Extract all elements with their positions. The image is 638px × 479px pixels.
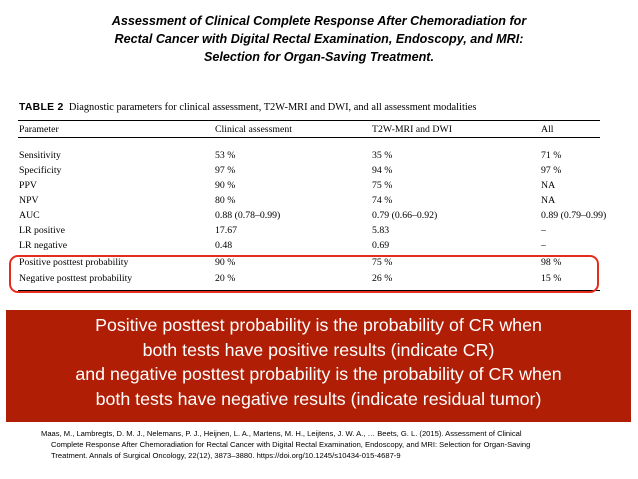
cell-parameter: Negative posttest probability [19,273,133,284]
citation-line-1: Maas, M., Lambregts, D. M. J., Nelemans,… [41,429,522,438]
cell-mri: 75 % [372,257,393,268]
table-label: TABLE 2 [19,102,64,113]
cell-mri: 74 % [372,195,393,206]
table-row: Positive posttest probability 90 % 75 % … [4,255,608,270]
cell-clinical: 90 % [215,180,236,191]
header-parameter: Parameter [19,124,59,135]
table-row: PPV 90 % 75 % NA [4,178,608,193]
table-header-row: Parameter Clinical assessment T2W-MRI an… [4,122,608,137]
diagnostic-table: TABLE 2 Diagnostic parameters for clinic… [4,96,608,295]
table-row: Sensitivity 53 % 35 % 71 % [4,148,608,163]
table-top-rule [18,120,600,121]
cell-all: 97 % [541,165,562,176]
cell-clinical: 97 % [215,165,236,176]
table-row: Negative posttest probability 20 % 26 % … [4,271,608,286]
cell-clinical: 0.48 [215,240,233,251]
table-caption: TABLE 2 Diagnostic parameters for clinic… [19,102,476,113]
title-line-1: Assessment of Clinical Complete Response… [111,14,527,28]
cell-all: 98 % [541,257,562,268]
header-t2w-mri-dwi: T2W-MRI and DWI [372,124,452,135]
cell-clinical: 80 % [215,195,236,206]
cell-parameter: LR positive [19,225,65,236]
table-row: NPV 80 % 74 % NA [4,193,608,208]
cell-parameter: LR negative [19,240,68,251]
title-line-2: Rectal Cancer with Digital Rectal Examin… [114,32,524,46]
citation-line-2: Complete Response After Chemoradiation f… [51,440,531,449]
cell-all: 15 % [541,273,562,284]
cell-clinical: 17.67 [215,225,238,236]
cell-parameter: AUC [19,210,40,221]
header-clinical-assessment: Clinical assessment [215,124,293,135]
table-row: Specificity 97 % 94 % 97 % [4,163,608,178]
note-line-4: both tests have negative results (indica… [95,388,542,409]
table-caption-text: Diagnostic parameters for clinical asses… [68,102,477,113]
cell-clinical: 53 % [215,150,236,161]
cell-all: 71 % [541,150,562,161]
cell-mri: 26 % [372,273,393,284]
posttest-rows-highlight [9,255,599,293]
slide-title: Assessment of Clinical Complete Response… [40,12,598,66]
cell-all: 0.89 (0.79–0.99) [541,210,607,221]
explanation-note: Positive posttest probability is the pro… [6,310,631,422]
citation: Maas, M., Lambregts, D. M. J., Nelemans,… [41,428,601,461]
cell-all: – [541,225,546,236]
cell-all: NA [541,195,556,206]
cell-parameter: NPV [19,195,39,206]
cell-clinical: 0.88 (0.78–0.99) [215,210,281,221]
cell-mri: 0.79 (0.66–0.92) [372,210,438,221]
cell-parameter: Positive posttest probability [19,257,129,268]
cell-mri: 75 % [372,180,393,191]
cell-all: – [541,240,546,251]
cell-all: NA [541,180,556,191]
cell-parameter: PPV [19,180,37,191]
cell-parameter: Specificity [19,165,62,176]
table-bottom-rule [18,290,600,291]
note-line-1: Positive posttest probability is the pro… [95,315,542,335]
cell-clinical: 90 % [215,257,236,268]
note-line-3: and negative posttest probability is the… [75,364,562,384]
cell-mri: 35 % [372,150,393,161]
table-row: LR negative 0.48 0.69 – [4,238,608,253]
header-all: All [541,124,554,135]
cell-mri: 5.83 [372,225,390,236]
table-row: LR positive 17.67 5.83 – [4,223,608,238]
cell-clinical: 20 % [215,273,236,284]
cell-parameter: Sensitivity [19,150,61,161]
note-line-2: both tests have positive results (indica… [142,339,495,360]
cell-mri: 94 % [372,165,393,176]
title-line-3: Selection for Organ-Saving Treatment. [203,50,434,64]
cell-mri: 0.69 [372,240,390,251]
table-header-rule [18,137,600,138]
table-row: AUC 0.88 (0.78–0.99) 0.79 (0.66–0.92) 0.… [4,208,608,223]
citation-line-3: Treatment. Annals of Surgical Oncology, … [51,451,401,460]
